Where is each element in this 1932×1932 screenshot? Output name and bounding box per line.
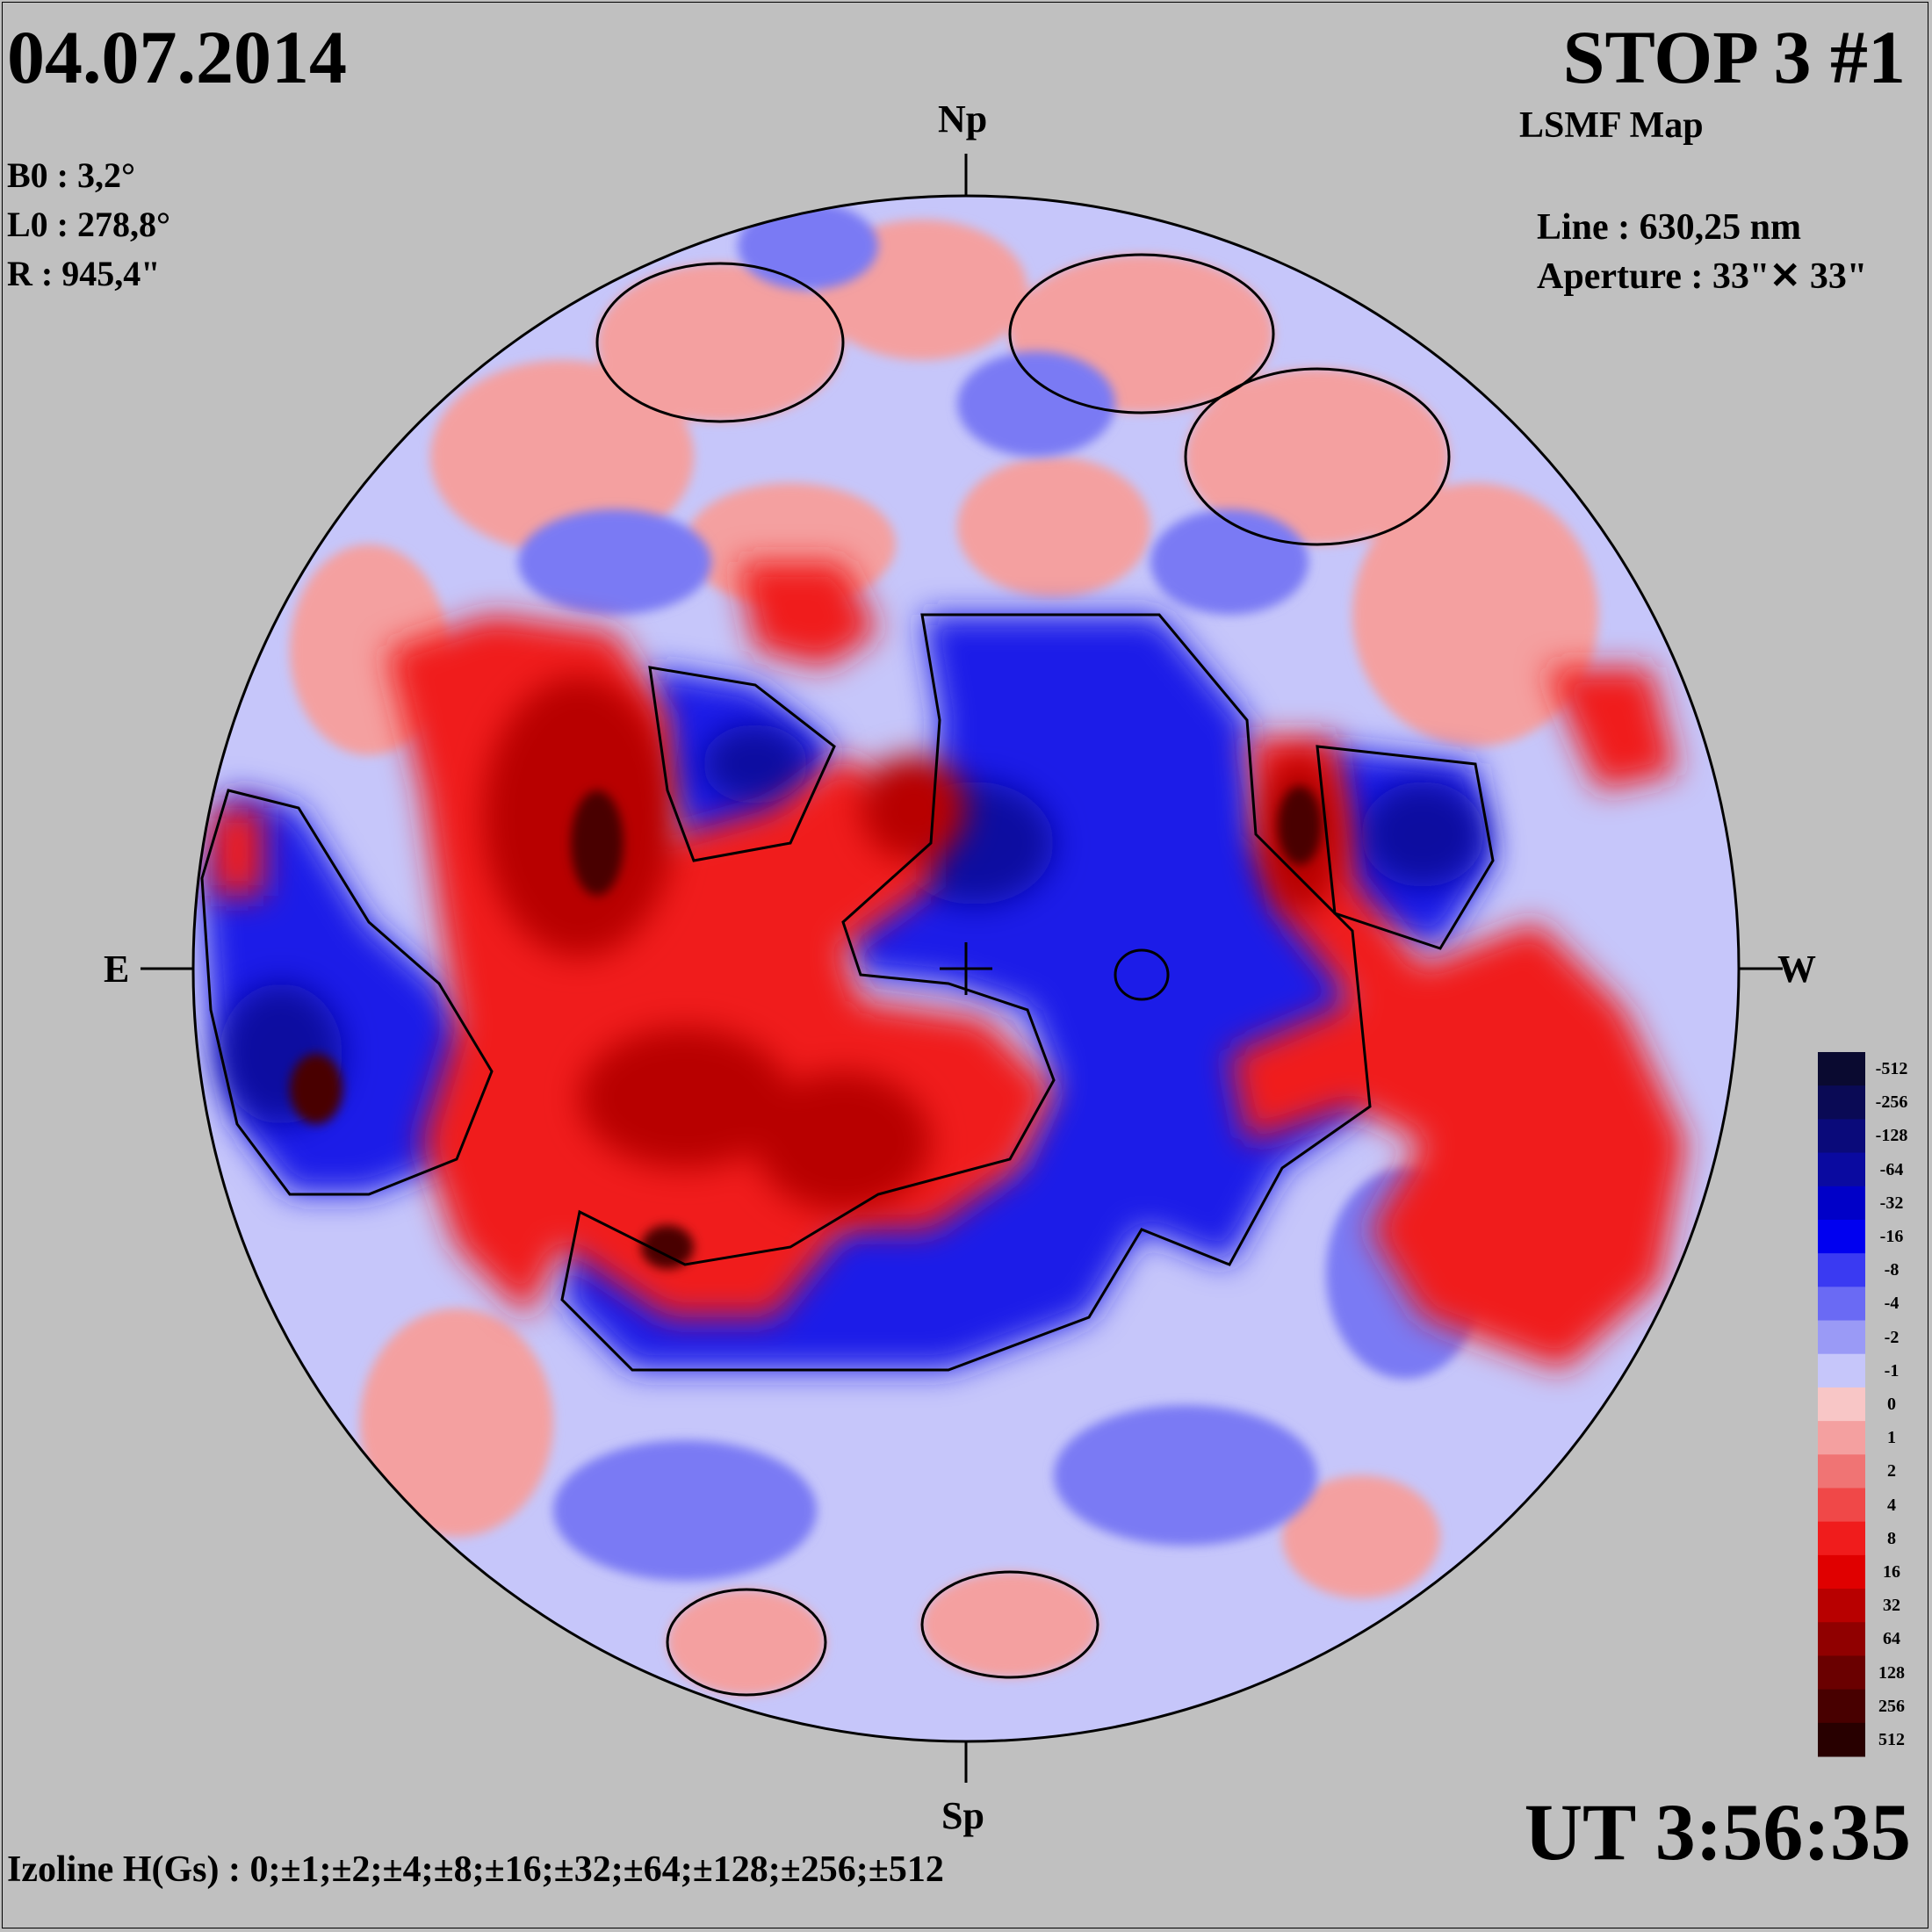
legend-label: 16 — [1883, 1561, 1900, 1582]
legend-swatch — [1818, 1353, 1865, 1388]
color-scale-bar — [1818, 1052, 1865, 1757]
legend-swatch — [1818, 1085, 1865, 1120]
legend-swatch — [1818, 1320, 1865, 1355]
axis-ticks — [141, 154, 1783, 1783]
legend-swatch — [1818, 1521, 1865, 1556]
west-label: W — [1777, 948, 1816, 991]
observation-date: 04.07.2014 — [7, 15, 347, 99]
legend-swatch — [1818, 1421, 1865, 1455]
ut-time: UT 3:56:35 — [1524, 1787, 1911, 1877]
param-l0: L0 : 278,8° — [7, 205, 170, 244]
south-pole-label: Sp — [941, 1794, 984, 1837]
legend-label: -1 — [1884, 1360, 1900, 1381]
legend-swatch — [1818, 1253, 1865, 1287]
legend-label: 64 — [1883, 1629, 1900, 1649]
legend-swatch — [1818, 1387, 1865, 1422]
legend-label: -512 — [1875, 1059, 1908, 1079]
legend-swatch — [1818, 1689, 1865, 1724]
legend-label: 256 — [1878, 1696, 1905, 1716]
legend-label: 8 — [1887, 1528, 1896, 1548]
param-r: R : 945,4" — [7, 254, 161, 293]
legend-swatch — [1818, 1186, 1865, 1221]
legend-swatch — [1818, 1488, 1865, 1523]
strong-positive-field — [483, 676, 1344, 1212]
legend-swatch — [1818, 1589, 1865, 1623]
legend-label: 32 — [1883, 1596, 1900, 1616]
peak-positive-field — [290, 786, 1322, 1269]
legend-label: -16 — [1879, 1227, 1904, 1247]
legend-label: 512 — [1878, 1729, 1905, 1749]
map-subtitle: LSMF Map — [1519, 105, 1704, 146]
legend-swatch — [1818, 1554, 1865, 1590]
north-pole-label: Np — [938, 97, 988, 141]
legend-swatch — [1818, 1152, 1865, 1187]
legend-label: -8 — [1884, 1260, 1900, 1280]
legend-label: 0 — [1887, 1395, 1896, 1414]
param-b0: B0 : 3,2° — [7, 155, 135, 195]
aperture-info: Aperture : 33"✕ 33" — [1537, 256, 1868, 297]
east-label: E — [104, 948, 130, 991]
legend-swatch — [1818, 1655, 1865, 1690]
legend-label: 4 — [1887, 1495, 1896, 1515]
legend-label: 2 — [1887, 1461, 1896, 1481]
legend-label: 1 — [1887, 1428, 1896, 1448]
map-title: STOP 3 #1 — [1562, 15, 1906, 99]
legend-label: -32 — [1879, 1193, 1904, 1213]
legend-label: -64 — [1879, 1159, 1904, 1179]
legend-label: -256 — [1875, 1092, 1908, 1113]
legend-label: -2 — [1884, 1327, 1900, 1347]
legend-swatch — [1818, 1219, 1865, 1254]
legend-swatch — [1818, 1622, 1865, 1656]
legend-swatch — [1818, 1722, 1865, 1757]
legend-swatch — [1818, 1454, 1865, 1489]
legend-swatch — [1818, 1119, 1865, 1154]
legend-label: -128 — [1875, 1126, 1908, 1146]
legend-label: -4 — [1884, 1294, 1900, 1314]
izoline-levels: Izoline H(Gs) : 0;±1;±2;±4;±8;±16;±32;±6… — [7, 1849, 944, 1890]
legend-swatch — [1818, 1052, 1865, 1086]
neutral-line-contours — [200, 253, 1495, 1697]
legend-label: 128 — [1878, 1662, 1905, 1683]
legend-swatch — [1818, 1287, 1865, 1322]
spectral-line: Line : 630,25 nm — [1537, 207, 1802, 248]
